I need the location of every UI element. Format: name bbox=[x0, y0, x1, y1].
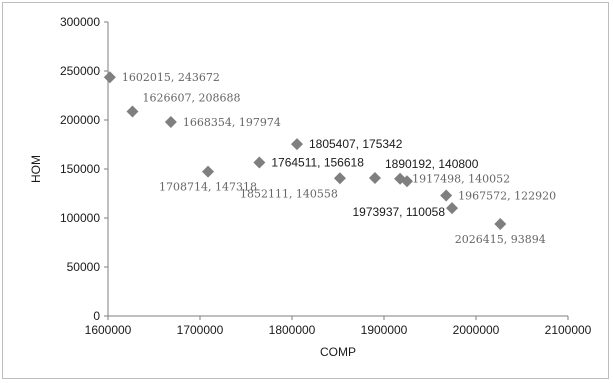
data-label: 1602015, 243672 bbox=[122, 71, 220, 84]
x-tick-label: 1600000 bbox=[85, 323, 132, 337]
data-point bbox=[446, 202, 459, 215]
x-tick-label: 2100000 bbox=[545, 323, 592, 337]
data-point bbox=[440, 189, 453, 202]
data-point bbox=[494, 217, 507, 230]
y-tick-label: 100000 bbox=[60, 211, 100, 225]
data-point bbox=[368, 172, 381, 185]
x-axis-title: COMP bbox=[320, 345, 356, 359]
x-tick-label: 1700000 bbox=[177, 323, 224, 337]
x-tick-label: 1900000 bbox=[361, 323, 408, 337]
data-point bbox=[401, 175, 413, 188]
data-label: 1708714, 147318 bbox=[159, 181, 257, 194]
data-label: 1917498, 140052 bbox=[412, 173, 510, 186]
data-point bbox=[164, 115, 177, 128]
data-point bbox=[253, 156, 266, 169]
data-label: 1852111, 140558 bbox=[240, 187, 338, 200]
data-label: 1967572, 122920 bbox=[458, 190, 556, 203]
x-tick-label: 1800000 bbox=[269, 323, 316, 337]
data-point bbox=[126, 105, 139, 118]
data-label: 1973937, 110058 bbox=[352, 205, 445, 219]
data-label: 1764511, 156618 bbox=[271, 156, 364, 170]
y-tick-label: 250000 bbox=[60, 64, 100, 78]
tick-labels: 0 50000 100000 150000 200000 250000 300000 1600… bbox=[60, 15, 592, 337]
axes bbox=[104, 21, 569, 320]
y-tick-label: 200000 bbox=[60, 113, 100, 127]
data-label: 1668354, 197974 bbox=[183, 116, 281, 129]
y-tick-label: 50000 bbox=[67, 260, 101, 274]
data-label: 1805407, 175342 bbox=[309, 137, 403, 151]
y-tick-label: 0 bbox=[93, 309, 100, 323]
data-label: 2026415, 93894 bbox=[455, 233, 546, 246]
data-point bbox=[202, 165, 215, 178]
y-axis-title: HOM bbox=[29, 155, 43, 183]
data-point bbox=[290, 138, 303, 151]
data-points bbox=[103, 71, 507, 230]
data-point bbox=[333, 172, 346, 185]
y-tick-label: 300000 bbox=[60, 15, 100, 29]
x-tick-label: 2000000 bbox=[453, 323, 500, 337]
data-label: 1890192, 140800 bbox=[385, 157, 479, 171]
data-labels: 1602015, 243672 1626607, 208688 1668354, 1… bbox=[122, 71, 556, 246]
y-tick-label: 150000 bbox=[60, 162, 100, 176]
data-point bbox=[103, 71, 116, 84]
data-label: 1626607, 208688 bbox=[142, 91, 240, 104]
